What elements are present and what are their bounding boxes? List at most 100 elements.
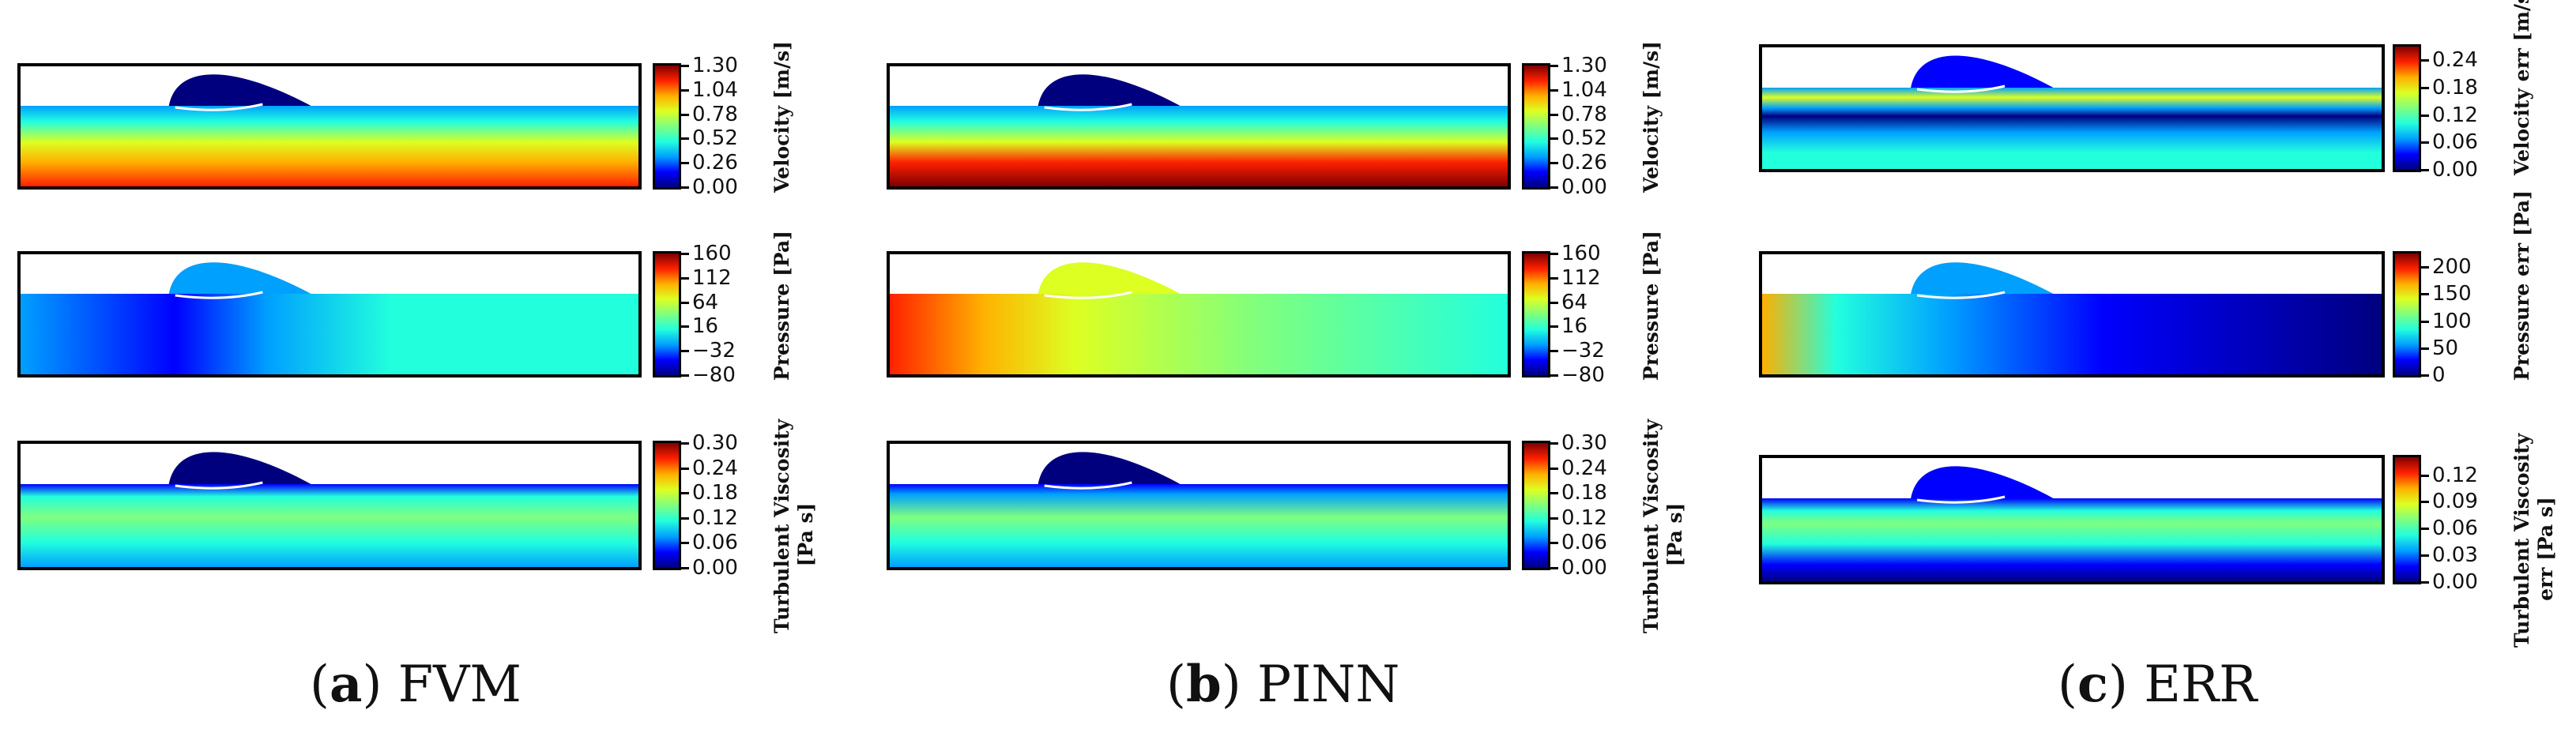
colorbar-tick-label: 0.24	[2432, 48, 2478, 73]
colorbar-tick-label: 0.06	[2432, 516, 2478, 541]
colorbar-tick-mark	[1550, 162, 1558, 165]
colorbar-tick-label: 112	[1561, 265, 1601, 290]
colorbar-tick-label: 16	[692, 314, 719, 339]
field-plot-a-1	[17, 63, 642, 190]
colorbar-tick-mark	[681, 516, 689, 520]
interface-line	[1916, 495, 2005, 504]
interface-line	[1044, 103, 1132, 111]
colorbar-tick-label: 0.00	[692, 175, 738, 199]
colorbar-tick-mark	[1550, 542, 1558, 545]
colorbar-tick-mark	[681, 162, 689, 165]
colorbar-tick-label: 16	[1561, 314, 1588, 339]
colorbar-tick-label: 0.78	[692, 102, 738, 126]
panel-caption-c: (c) ERR	[2058, 655, 2258, 714]
colorbar-tick-mark	[1550, 65, 1558, 67]
flow-field	[21, 106, 638, 186]
colorbar-tick-mark	[1550, 137, 1558, 141]
colorbar-tick-label: −80	[692, 363, 736, 387]
interface-line	[1044, 291, 1132, 299]
colorbar-tick-mark	[681, 113, 689, 116]
colorbar-tick-mark	[2421, 554, 2429, 558]
caption-letter: a	[329, 655, 363, 714]
colorbar-b-3	[1522, 441, 1550, 570]
colorbar-label: Turbulent Viscosity	[770, 419, 793, 633]
colorbar-tick-label: 0.06	[2432, 130, 2478, 155]
colorbar-a-3	[653, 441, 681, 570]
droplet	[168, 262, 311, 294]
interface-line	[175, 291, 263, 299]
colorbar-label: Velocity [m/s]	[1640, 41, 1663, 193]
colorbar-tick-mark	[681, 350, 689, 353]
colorbar-tick-mark	[2421, 474, 2429, 477]
colorbar-tick-label: 0.78	[1561, 102, 1607, 126]
colorbar-tick-label: 50	[2432, 336, 2459, 360]
colorbar-tick-label: 1.04	[692, 77, 738, 102]
field-plot-c-1	[1759, 44, 2385, 172]
colorbar-tick-mark	[1550, 253, 1558, 255]
colorbar-tick-label: 0.30	[1561, 431, 1607, 455]
colorbar-tick-mark	[681, 186, 689, 189]
caption-letter: b	[1185, 655, 1222, 714]
colorbar-tick-mark	[681, 137, 689, 141]
droplet	[1911, 262, 2054, 294]
colorbar-tick-mark	[681, 374, 689, 377]
colorbar-tick-label: 0.18	[692, 481, 738, 505]
colorbar-label: Pressure err [Pa]	[2510, 190, 2533, 381]
panel-caption-a: (a) FVM	[310, 655, 522, 714]
colorbar-tick-label: 160	[1561, 242, 1601, 265]
colorbar-tick-label: 0.12	[2432, 463, 2478, 487]
colorbar-label: Pressure [Pa]	[1640, 231, 1663, 381]
colorbar-tick-mark	[1550, 276, 1558, 280]
colorbar-tick-mark	[2421, 374, 2429, 377]
colorbar-tick-mark	[2421, 266, 2429, 269]
field-plot-b-1	[887, 63, 1511, 190]
flow-field	[890, 106, 1508, 186]
field-plot-b-3	[887, 441, 1511, 570]
colorbar-tick-label: 0.26	[1561, 151, 1607, 175]
colorbar-tick-mark	[681, 325, 689, 329]
flow-field	[890, 484, 1508, 567]
colorbar-tick-mark	[681, 65, 689, 67]
droplet	[168, 74, 311, 106]
colorbar-tick-mark	[1550, 350, 1558, 353]
field-plot-c-3	[1759, 455, 2385, 584]
colorbar-tick-mark	[1550, 516, 1558, 520]
caption-text: ERR	[2144, 655, 2258, 714]
colorbar-tick-label: 0.06	[1561, 531, 1607, 555]
colorbar-tick-mark	[1550, 374, 1558, 377]
colorbar-tick-label: 0.52	[692, 126, 738, 151]
colorbar-tick-mark	[1550, 492, 1558, 495]
colorbar-tick-mark	[2421, 87, 2429, 89]
colorbar-tick-label: 0.00	[1561, 175, 1607, 199]
colorbar-b-2	[1522, 251, 1550, 378]
colorbar-tick-label: 0.12	[1561, 505, 1607, 530]
colorbar-tick-label: 1.30	[692, 54, 738, 77]
colorbar-tick-mark	[1550, 88, 1558, 92]
flow-field	[21, 294, 638, 374]
interface-line	[175, 103, 263, 111]
colorbar-c-2	[2393, 251, 2421, 378]
colorbar-a-2	[653, 251, 681, 378]
colorbar-tick-mark	[681, 492, 689, 495]
colorbar-label: Turbulent Viscosity	[1640, 419, 1663, 633]
colorbar-tick-label: 0.18	[1561, 481, 1607, 505]
colorbar-tick-label: 1.04	[1561, 77, 1607, 102]
colorbar-tick-mark	[2421, 501, 2429, 504]
colorbar-tick-mark	[1550, 113, 1558, 116]
colorbar-label: err [Pa s]	[2534, 497, 2557, 601]
colorbar-tick-label: 1.30	[1561, 54, 1607, 77]
colorbar-tick-mark	[1550, 186, 1558, 189]
panel-caption-b: (b) PINN	[1166, 655, 1400, 714]
colorbar-tick-label: −80	[1561, 363, 1605, 387]
colorbar-tick-mark	[2421, 59, 2429, 62]
colorbar-tick-mark	[1550, 325, 1558, 329]
colorbar-label: Turbulent Viscosity	[2510, 433, 2533, 648]
field-plot-a-3	[17, 441, 642, 570]
colorbar-label: Velocity err [m/s]	[2510, 0, 2533, 175]
field-plot-b-2	[887, 251, 1511, 378]
colorbar-tick-mark	[681, 88, 689, 92]
interface-line	[1916, 291, 2005, 299]
colorbar-tick-mark	[1550, 442, 1558, 445]
colorbar-tick-label: 200	[2432, 255, 2472, 280]
colorbar-tick-label: 0.00	[2432, 158, 2478, 182]
